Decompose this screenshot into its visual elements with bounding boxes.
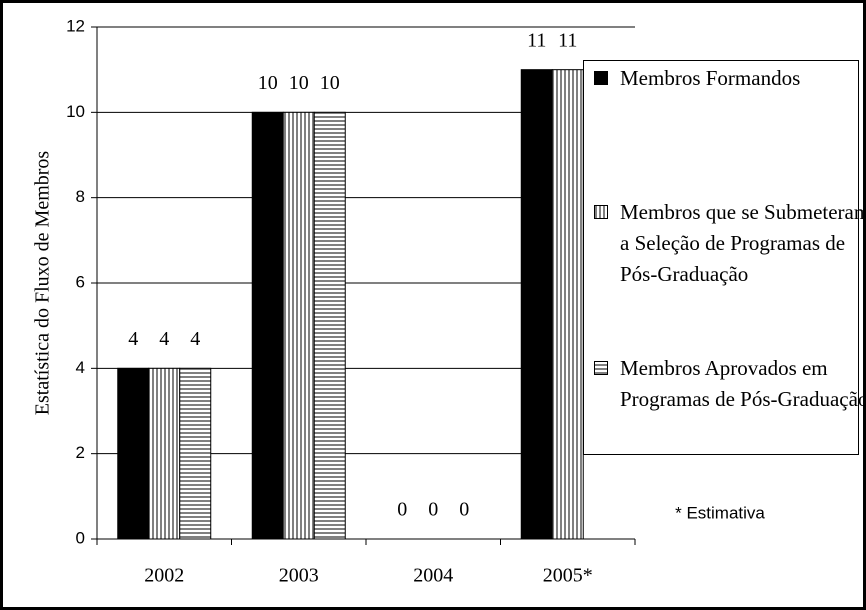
- data-label: 0: [428, 499, 438, 521]
- y-tick-label: 10: [66, 102, 85, 121]
- x-tick-label: 2003: [279, 565, 319, 587]
- legend-swatch: [594, 71, 608, 85]
- data-label: 4: [190, 328, 200, 350]
- y-tick-label: 4: [76, 358, 85, 377]
- y-tick-label: 6: [76, 272, 85, 291]
- x-tick-label: 2005*: [543, 565, 593, 587]
- data-label: 0: [397, 499, 407, 521]
- bar: [520, 69, 553, 540]
- y-tick-label: 2: [76, 443, 85, 462]
- bar: [117, 367, 150, 540]
- bar: [551, 69, 584, 540]
- legend-item: Membros que se Submeteram a Seleção de P…: [594, 197, 866, 290]
- legend-label: Membros Aprovados em Programas de Pós-Gr…: [620, 356, 866, 411]
- legend-swatch: [594, 361, 608, 375]
- data-label: 11: [527, 29, 546, 51]
- legend: Membros Formandos Membros que se Submeter…: [583, 60, 866, 455]
- y-axis-label: Estatística do Fluxo de Membros: [32, 151, 54, 416]
- legend-label: Membros que se Submeteram a Seleção de P…: [620, 200, 866, 286]
- data-label: 10: [258, 72, 278, 94]
- x-tick-label: 2002: [144, 565, 184, 587]
- legend-swatch: [594, 205, 608, 219]
- y-tick-label: 12: [66, 16, 85, 35]
- bar: [313, 111, 346, 540]
- data-label: 0: [459, 499, 469, 521]
- data-label: 11: [558, 29, 577, 51]
- legend-item: Membros Aprovados em Programas de Pós-Gr…: [594, 353, 866, 415]
- data-label: 10: [320, 72, 340, 94]
- bar: [282, 111, 315, 540]
- bar: [179, 367, 212, 540]
- legend-label: Membros Formandos: [620, 66, 801, 90]
- legend-item: Membros Formandos: [594, 63, 866, 94]
- y-tick-label: 0: [76, 528, 85, 547]
- y-tick-label: 8: [76, 187, 85, 206]
- annotation: * Estimativa: [675, 503, 765, 522]
- bar: [148, 367, 181, 540]
- data-label: 4: [159, 328, 169, 350]
- x-tick-label: 2004: [413, 565, 453, 587]
- data-label: 4: [128, 328, 138, 350]
- bar: [251, 111, 284, 540]
- data-label: 10: [289, 72, 309, 94]
